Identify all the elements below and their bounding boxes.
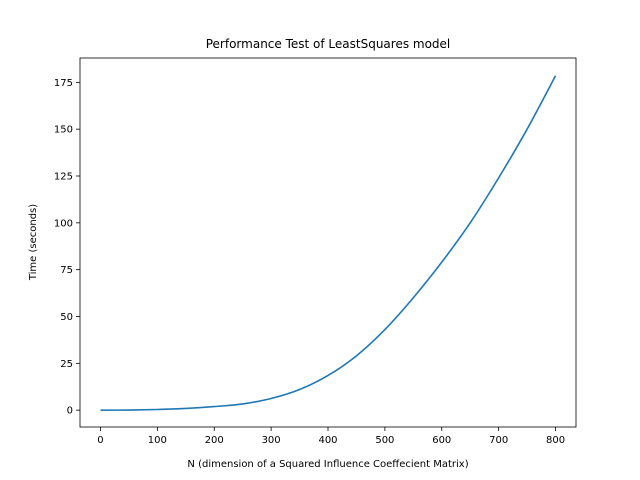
y-tick-label: 75 (60, 265, 73, 276)
y-tick-label: 50 (60, 312, 73, 323)
x-tick-label: 400 (318, 435, 337, 446)
series-line (100, 75, 557, 411)
y-axis-label: Time (seconds) (28, 204, 39, 281)
x-tick-label: 700 (489, 435, 508, 446)
y-tick-label: 25 (60, 359, 73, 370)
y-axis: 0 25 50 75 100 125 150 175 (54, 78, 80, 417)
x-axis-label: N (dimension of a Squared Influence Coef… (187, 459, 468, 470)
x-tick-label: 200 (205, 435, 224, 446)
axes-frame (79, 57, 577, 428)
chart-title: Performance Test of LeastSquares model (206, 37, 451, 51)
x-tick-label: 300 (262, 435, 281, 446)
x-tick-label: 600 (432, 435, 451, 446)
y-tick-label: 100 (54, 218, 73, 229)
plot-area (100, 75, 557, 411)
y-tick-label: 125 (54, 172, 73, 183)
x-tick-label: 500 (375, 435, 394, 446)
x-tick-label: 0 (97, 435, 103, 446)
x-tick-label: 800 (546, 435, 565, 446)
x-tick-label: 100 (148, 435, 167, 446)
y-tick-label: 175 (54, 78, 73, 89)
y-tick-label: 0 (67, 406, 73, 417)
y-tick-label: 150 (54, 125, 73, 136)
x-axis: 0 100 200 300 400 500 600 700 800 (97, 427, 565, 446)
